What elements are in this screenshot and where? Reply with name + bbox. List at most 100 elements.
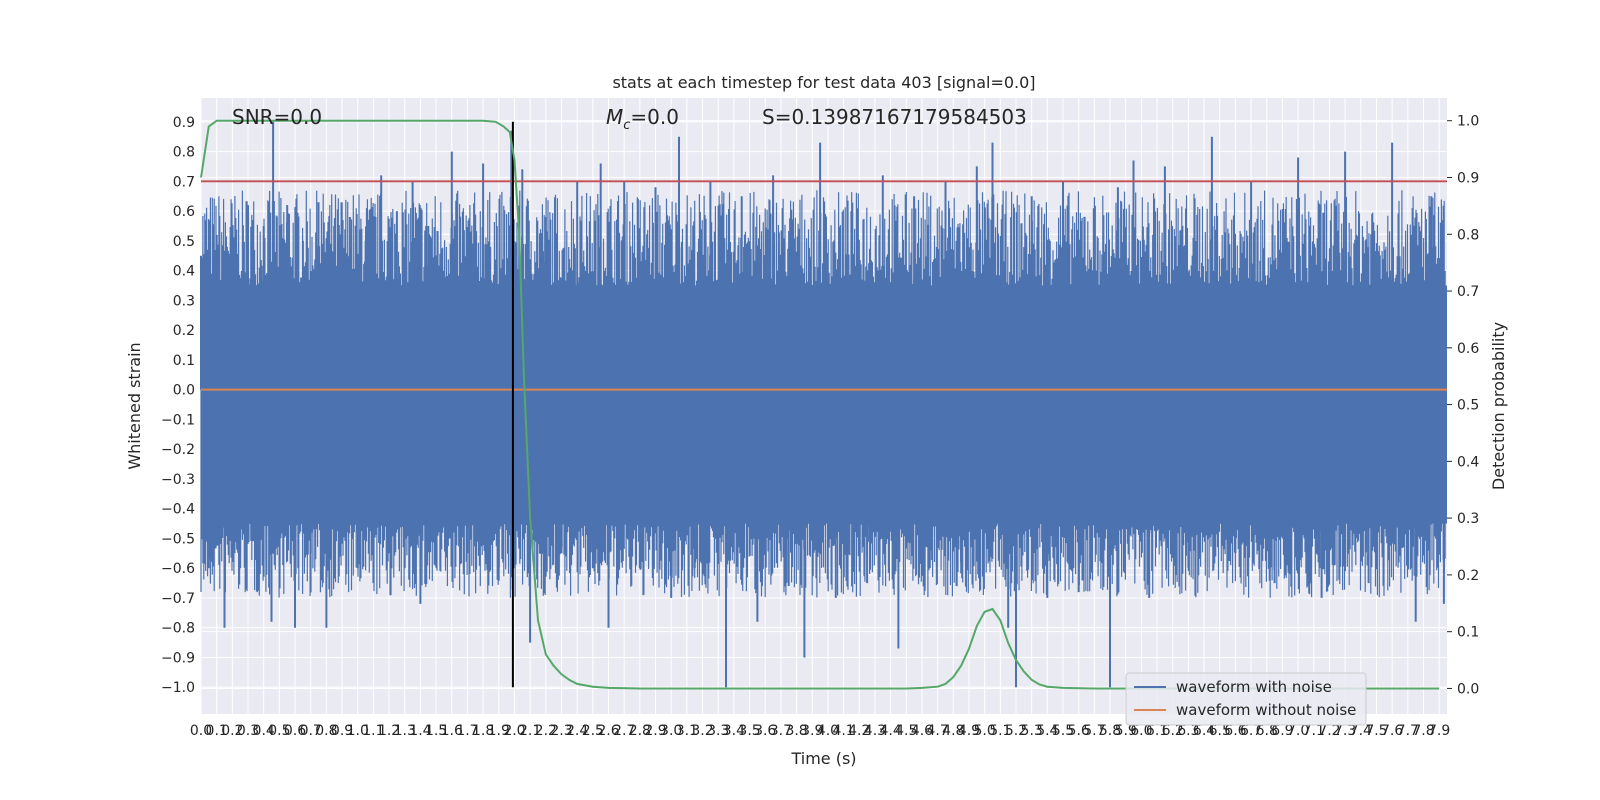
y-tick-label: 0.8 bbox=[173, 145, 195, 161]
y-tick-label-right: 0.1 bbox=[1457, 625, 1479, 641]
annotation-chirp-mass: Mc=0.0 bbox=[606, 105, 679, 133]
x-tick-label: 1.3 bbox=[394, 723, 416, 739]
y-tick-label-right: 0.9 bbox=[1457, 170, 1479, 186]
x-tick-label: 1.4 bbox=[409, 723, 431, 739]
x-tick-label: 7.9 bbox=[1428, 723, 1450, 739]
y-tick-label-right: 0.6 bbox=[1457, 341, 1479, 357]
x-tick-label: 1.2 bbox=[378, 723, 400, 739]
x-tick-label: 1.1 bbox=[362, 723, 384, 739]
x-tick-label: 3.8 bbox=[785, 723, 807, 739]
x-tick-label: 5.8 bbox=[1099, 723, 1121, 739]
x-tick-label: 4.2 bbox=[848, 723, 870, 739]
x-tick-label: 4.7 bbox=[926, 723, 948, 739]
x-tick-label: 7.1 bbox=[1303, 723, 1325, 739]
x-tick-label: 6.0 bbox=[1130, 723, 1152, 739]
y-tick-label-right: 0.4 bbox=[1457, 454, 1479, 470]
y-tick-label-right: 0.2 bbox=[1457, 568, 1479, 584]
x-tick-label: 2.6 bbox=[597, 723, 619, 739]
x-tick-label: 5.9 bbox=[1115, 723, 1137, 739]
x-tick-label: 1.9 bbox=[488, 723, 510, 739]
y-tick-label: 0.7 bbox=[173, 174, 195, 190]
x-tick-label: 6.5 bbox=[1209, 723, 1231, 739]
y-tick-label-right: 0.0 bbox=[1457, 681, 1479, 697]
legend-label-noise: waveform with noise bbox=[1176, 678, 1332, 696]
y-tick-label-right: 0.7 bbox=[1457, 284, 1479, 300]
legend: waveform with noise waveform without noi… bbox=[1125, 672, 1367, 726]
x-tick-label: 5.1 bbox=[989, 723, 1011, 739]
x-tick-label: 4.3 bbox=[864, 723, 886, 739]
x-tick-label: 4.8 bbox=[942, 723, 964, 739]
x-tick-label: 2.5 bbox=[582, 723, 604, 739]
x-tick-label: 3.6 bbox=[754, 723, 776, 739]
y-tick-label-right: 0.3 bbox=[1457, 511, 1479, 527]
y-tick-label: −0.8 bbox=[161, 621, 195, 637]
x-tick-label: 2.8 bbox=[629, 723, 651, 739]
x-tick-label: 3.1 bbox=[676, 723, 698, 739]
x-tick-label: 5.7 bbox=[1083, 723, 1105, 739]
x-tick-label: 4.6 bbox=[911, 723, 933, 739]
x-tick-label: 5.0 bbox=[974, 723, 996, 739]
x-tick-label: 2.0 bbox=[503, 723, 525, 739]
y-tick-label: 0.0 bbox=[173, 383, 195, 399]
y-tick-labels: 0.9 0.8 0.7 0.6 0.5 0.4 0.3 0.2 0.1 0.0 −0.1 −0.2 −0… bbox=[161, 115, 195, 696]
x-tick-label: 7.7 bbox=[1397, 723, 1419, 739]
y-axis-label: Whitened strain bbox=[125, 342, 144, 469]
x-tick-label: 3.9 bbox=[801, 723, 823, 739]
x-tick-label: 5.5 bbox=[1052, 723, 1074, 739]
x-tick-label: 7.4 bbox=[1350, 723, 1372, 739]
x-tick-label: 6.2 bbox=[1162, 723, 1184, 739]
noise-spikes bbox=[200, 121, 1445, 688]
x-tick-label: 7.0 bbox=[1287, 723, 1309, 739]
x-tick-label: 0.4 bbox=[253, 723, 275, 739]
y-tick-label: −0.9 bbox=[161, 650, 195, 666]
y-tick-label: −1.0 bbox=[161, 680, 195, 696]
x-tick-label: 5.6 bbox=[1068, 723, 1090, 739]
y-tick-label: 0.6 bbox=[173, 204, 195, 220]
x-axis-label: Time (s) bbox=[790, 749, 856, 768]
y-tick-label: 0.9 bbox=[173, 115, 195, 131]
annotation-s-value: S=0.13987167179584503 bbox=[762, 105, 1027, 129]
legend-box bbox=[1125, 672, 1367, 726]
y-tick-label-right: 0.5 bbox=[1457, 398, 1479, 414]
y-tick-label: 0.4 bbox=[173, 264, 195, 280]
x-tick-label: 1.6 bbox=[441, 723, 463, 739]
x-tick-label: 0.1 bbox=[206, 723, 228, 739]
noise-waveform bbox=[200, 121, 1447, 688]
x-tick-label: 0.0 bbox=[190, 723, 212, 739]
x-tick-label: 6.6 bbox=[1224, 723, 1246, 739]
y-tick-label-right: 0.8 bbox=[1457, 227, 1479, 243]
y-tick-label-right: 1.0 bbox=[1457, 114, 1479, 130]
x-tick-label: 0.7 bbox=[300, 723, 322, 739]
y-tick-label: 0.3 bbox=[173, 293, 195, 309]
x-tick-label: 0.2 bbox=[221, 723, 243, 739]
x-tick-label: 0.9 bbox=[331, 723, 353, 739]
chart-title: stats at each timestep for test data 403… bbox=[612, 73, 1035, 92]
x-tick-label: 3.2 bbox=[691, 723, 713, 739]
y-tick-label: −0.2 bbox=[161, 442, 195, 458]
x-tick-label: 6.3 bbox=[1177, 723, 1199, 739]
x-tick-label: 2.2 bbox=[535, 723, 557, 739]
x-tick-label: 0.6 bbox=[284, 723, 306, 739]
x-tick-label: 5.2 bbox=[1005, 723, 1027, 739]
x-tick-label: 7.3 bbox=[1334, 723, 1356, 739]
x-tick-label: 3.7 bbox=[770, 723, 792, 739]
x-tick-label: 3.5 bbox=[738, 723, 760, 739]
x-tick-label: 2.3 bbox=[550, 723, 572, 739]
x-tick-label: 1.0 bbox=[347, 723, 369, 739]
x-tick-label: 2.7 bbox=[613, 723, 635, 739]
x-tick-label: 4.5 bbox=[895, 723, 917, 739]
x-tick-label: 1.8 bbox=[472, 723, 494, 739]
detection-probability-line bbox=[200, 119, 1440, 690]
y-tick-label: 0.5 bbox=[173, 234, 195, 250]
x-tick-label: 6.7 bbox=[1240, 723, 1262, 739]
x-tick-label: 3.4 bbox=[723, 723, 745, 739]
y-tick-label: −0.3 bbox=[161, 472, 195, 488]
x-tick-label: 1.7 bbox=[456, 723, 478, 739]
y-tick-label: −0.4 bbox=[161, 502, 195, 518]
x-tick-label: 0.5 bbox=[268, 723, 290, 739]
x-tick-label: 6.1 bbox=[1146, 723, 1168, 739]
x-tick-label: 6.8 bbox=[1256, 723, 1278, 739]
x-tick-labels: 0.00.10.20.30.40.50.60.70.80.91.01.11.21… bbox=[190, 723, 1450, 739]
x-tick-label: 0.8 bbox=[315, 723, 337, 739]
